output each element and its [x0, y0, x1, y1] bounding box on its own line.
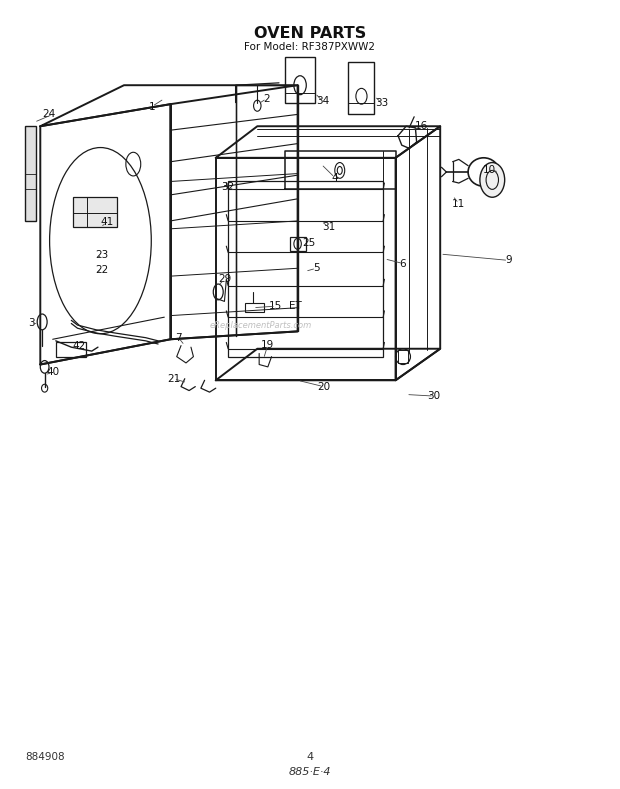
Text: 42: 42: [73, 341, 86, 350]
Text: 25: 25: [302, 238, 316, 248]
Text: 9: 9: [505, 256, 511, 265]
Text: For Model: RF387PXWW2: For Model: RF387PXWW2: [244, 43, 376, 52]
Text: 33: 33: [374, 98, 388, 107]
Text: 5: 5: [313, 264, 319, 273]
Bar: [285, 57, 315, 103]
Text: 884908: 884908: [25, 753, 64, 762]
Text: 1: 1: [149, 102, 155, 111]
Text: 20: 20: [317, 382, 330, 391]
Bar: [25, 126, 36, 221]
Text: 19: 19: [261, 340, 275, 350]
Ellipse shape: [480, 163, 505, 197]
Text: 2: 2: [264, 94, 270, 103]
Text: 32: 32: [221, 182, 235, 192]
Text: OVEN PARTS: OVEN PARTS: [254, 25, 366, 41]
Text: 29: 29: [218, 275, 231, 284]
Text: 6: 6: [400, 259, 406, 268]
Text: 21: 21: [167, 374, 180, 383]
Bar: [245, 303, 264, 312]
Bar: [348, 62, 374, 114]
Text: 30: 30: [427, 391, 441, 401]
Text: 885·E·4: 885·E·4: [289, 767, 331, 776]
Text: 4: 4: [332, 173, 338, 182]
Text: 4: 4: [306, 753, 314, 762]
Text: 41: 41: [100, 218, 113, 227]
Text: eReplacementParts.com: eReplacementParts.com: [210, 320, 311, 330]
Bar: [56, 342, 86, 357]
Text: 34: 34: [316, 96, 329, 106]
Bar: [73, 197, 117, 227]
Bar: [228, 181, 383, 357]
Text: 16: 16: [415, 122, 428, 131]
Text: 24: 24: [43, 110, 56, 119]
Bar: [290, 237, 306, 251]
Text: 40: 40: [46, 368, 60, 377]
Bar: [398, 350, 408, 363]
Text: 3: 3: [28, 319, 34, 328]
Text: 22: 22: [95, 265, 109, 275]
Text: 15: 15: [269, 301, 283, 311]
Text: 23: 23: [95, 250, 109, 260]
Text: ET: ET: [290, 301, 302, 311]
Text: 11: 11: [452, 199, 466, 208]
Text: 7: 7: [175, 333, 182, 342]
Text: 31: 31: [322, 222, 335, 232]
Text: 10: 10: [483, 165, 497, 174]
